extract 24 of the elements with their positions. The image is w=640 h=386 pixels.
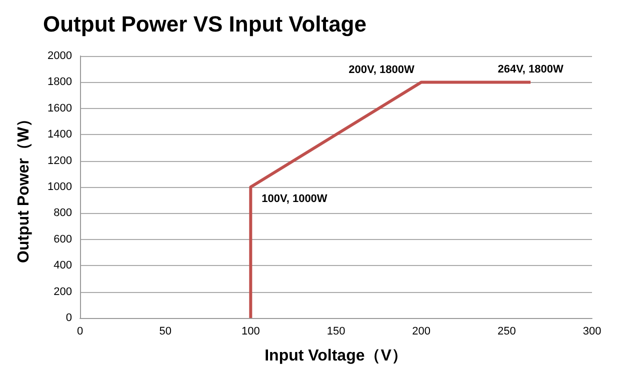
y-axis-title: Output Power（W） bbox=[16, 111, 32, 263]
y-tick-label: 1000 bbox=[48, 181, 72, 193]
y-tick-label: 1600 bbox=[48, 102, 72, 114]
x-tick-label: 300 bbox=[582, 326, 602, 338]
y-tick-label: 400 bbox=[54, 260, 72, 272]
x-tick-label: 150 bbox=[326, 326, 346, 338]
annotation: 100V, 1000W bbox=[262, 193, 328, 205]
y-tick-label: 1400 bbox=[48, 128, 72, 141]
y-tick-label: 2000 bbox=[48, 50, 72, 62]
x-axis-title: Input Voltage（V） bbox=[264, 348, 408, 364]
x-tick-label: 250 bbox=[497, 326, 516, 338]
annotation: 200V, 1800W bbox=[348, 64, 415, 76]
y-tick-label: 0 bbox=[66, 312, 72, 324]
annotation: 264V, 1800W bbox=[498, 64, 564, 76]
y-tick-label: 800 bbox=[54, 207, 72, 220]
x-tick-label: 200 bbox=[412, 326, 431, 338]
x-tick-label: 100 bbox=[241, 326, 260, 338]
chart-title: Output Power VS Input Voltage bbox=[43, 12, 366, 36]
y-tick-label: 1800 bbox=[48, 76, 72, 88]
y-tick-label: 200 bbox=[54, 286, 72, 298]
y-tick-label: 1200 bbox=[48, 154, 72, 167]
x-tick-label: 0 bbox=[76, 326, 84, 338]
y-tick-label: 600 bbox=[54, 233, 72, 246]
x-tick-label: 50 bbox=[159, 326, 172, 338]
